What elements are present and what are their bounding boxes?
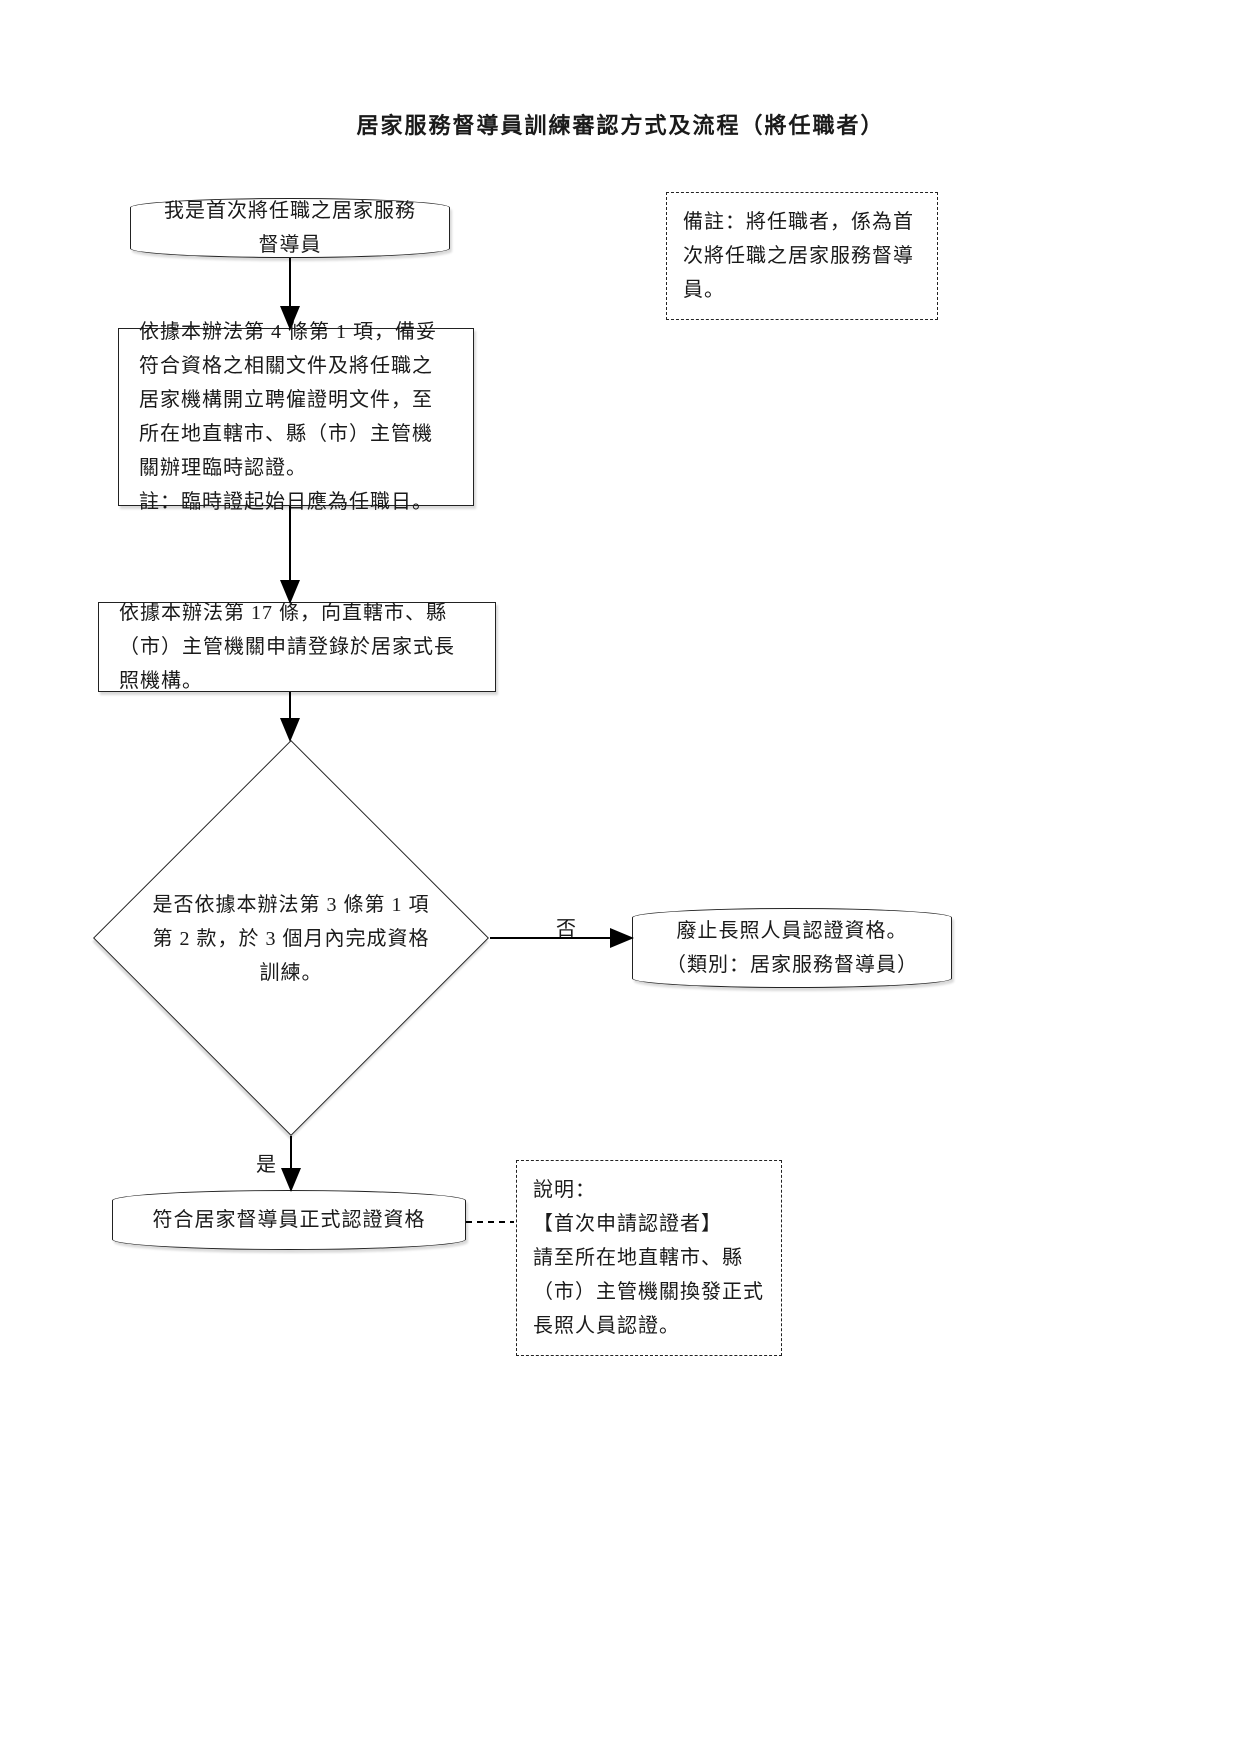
step1-text: 依據本辦法第 4 條第 1 項，備妥符合資格之相關文件及將任職之居家機構開立聘僱… [139, 315, 453, 519]
bottom-note-text: 說明： 【首次申請認證者】 請至所在地直轄市、縣（市）主管機關換發正式長照人員認… [533, 1179, 764, 1337]
result-yes-text: 符合居家督導員正式認證資格 [153, 1203, 426, 1237]
start-text: 我是首次將任職之居家服務督導員 [161, 194, 419, 262]
step2-node: 依據本辦法第 17 條，向直轄市、縣（市）主管機關申請登錄於居家式長照機構。 [98, 602, 496, 692]
start-node: 我是首次將任職之居家服務督導員 [130, 198, 450, 258]
step1-node: 依據本辦法第 4 條第 1 項，備妥符合資格之相關文件及將任職之居家機構開立聘僱… [118, 328, 474, 506]
top-note: 備註：將任職者，係為首次將任職之居家服務督導員。 [666, 192, 938, 320]
decision-text: 是否依據本辦法第 3 條第 1 項第 2 款，於 3 個月內完成資格訓練。 [151, 888, 431, 990]
result-yes-node: 符合居家督導員正式認證資格 [112, 1190, 466, 1250]
page-title: 居家服務督導員訓練審認方式及流程（將任職者） [0, 108, 1241, 140]
top-note-text: 備註：將任職者，係為首次將任職之居家服務督導員。 [683, 211, 914, 301]
bottom-note: 說明： 【首次申請認證者】 請至所在地直轄市、縣（市）主管機關換發正式長照人員認… [516, 1160, 782, 1356]
edge-label-yes: 是 [256, 1148, 277, 1177]
result-no-text: 廢止長照人員認證資格。 （類別：居家服務督導員） [666, 914, 918, 982]
step2-text: 依據本辦法第 17 條，向直轄市、縣（市）主管機關申請登錄於居家式長照機構。 [119, 596, 475, 698]
result-no-node: 廢止長照人員認證資格。 （類別：居家服務督導員） [632, 908, 952, 988]
edge-label-no: 否 [556, 912, 577, 941]
